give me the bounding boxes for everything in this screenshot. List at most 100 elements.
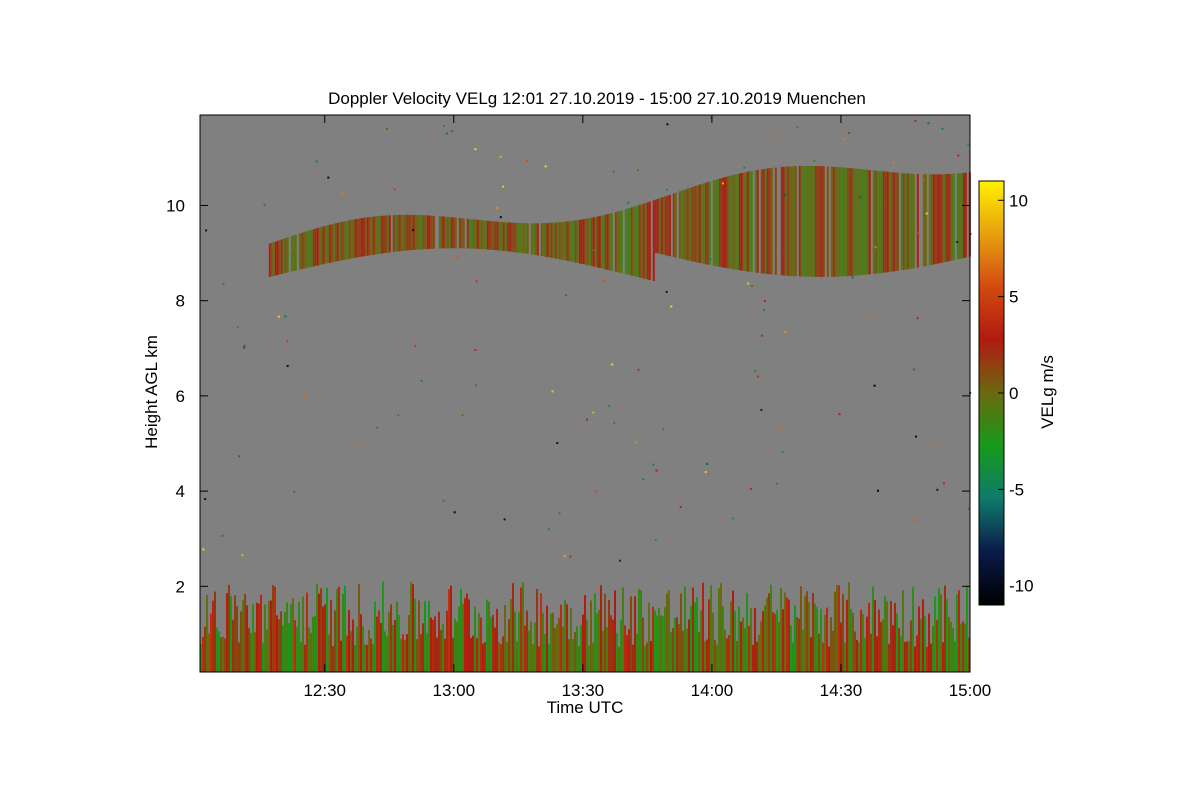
boundary-layer-column	[778, 622, 780, 672]
noise-speckle	[679, 506, 682, 508]
boundary-layer-column	[968, 637, 970, 672]
cloud-column	[542, 223, 545, 257]
cloud-column	[924, 174, 927, 267]
noise-speckle	[913, 368, 916, 371]
noise-speckle	[892, 161, 895, 164]
y-tick-label: 8	[176, 292, 185, 311]
noise-speckle	[611, 363, 614, 366]
cloud-column	[964, 172, 967, 258]
cloud-column	[286, 237, 289, 273]
boundary-layer-column	[334, 610, 336, 672]
boundary-layer-column	[252, 603, 254, 672]
boundary-layer-column	[914, 646, 916, 672]
boundary-layer-column	[818, 633, 820, 672]
cloud-column	[814, 166, 817, 277]
cloud-column	[564, 221, 567, 261]
noise-speckle	[563, 555, 566, 558]
noise-speckle	[397, 414, 400, 417]
boundary-layer-column	[624, 625, 626, 672]
boundary-layer-column	[732, 590, 734, 672]
boundary-layer-column	[344, 585, 346, 672]
cloud-column	[816, 166, 819, 277]
cloud-column	[830, 166, 833, 277]
cloud-column	[460, 218, 463, 249]
noise-speckle	[709, 258, 712, 261]
boundary-layer-column	[826, 607, 828, 672]
cloud-column	[832, 166, 835, 277]
boundary-layer-column	[540, 593, 542, 672]
boundary-layer-column	[894, 603, 896, 672]
boundary-layer-column	[560, 604, 562, 672]
boundary-layer-column	[574, 632, 576, 672]
boundary-layer-column	[842, 594, 844, 672]
boundary-layer-column	[354, 645, 356, 672]
boundary-layer-column	[548, 644, 550, 672]
boundary-layer-column	[262, 643, 264, 672]
noise-speckle	[526, 159, 528, 162]
cloud-column	[896, 172, 899, 271]
cloud-column	[278, 240, 281, 275]
boundary-layer-column	[740, 621, 742, 672]
boundary-layer-column	[266, 629, 268, 672]
cloud-column	[960, 173, 963, 259]
cloud-column	[370, 216, 373, 255]
noise-speckle	[796, 126, 799, 129]
boundary-layer-column	[918, 606, 920, 672]
noise-speckle	[627, 201, 630, 204]
noise-speckle	[848, 131, 850, 134]
cloud-column	[724, 176, 727, 268]
cloud-column	[362, 217, 365, 257]
noise-speckle	[913, 519, 916, 522]
boundary-layer-column	[214, 591, 216, 672]
boundary-layer-column	[742, 617, 744, 672]
boundary-layer-column	[684, 586, 686, 672]
cloud-column	[818, 166, 821, 277]
cloud-column	[558, 222, 561, 260]
cloud-column	[762, 169, 765, 274]
boundary-layer-column	[936, 619, 938, 672]
boundary-layer-column	[600, 585, 602, 672]
cloud-column	[512, 222, 515, 253]
colorbar-tick-label: -10	[1009, 577, 1034, 596]
boundary-layer-column	[318, 593, 320, 672]
boundary-layer-column	[404, 640, 406, 672]
cloud-column	[548, 222, 551, 258]
cloud-column	[336, 222, 339, 262]
boundary-layer-column	[378, 610, 380, 672]
cloud-column	[372, 216, 375, 255]
cloud-column	[484, 220, 487, 250]
boundary-layer-column	[810, 637, 812, 672]
cloud-column	[882, 171, 885, 273]
cloud-column	[666, 195, 669, 256]
cloud-column	[948, 174, 951, 262]
boundary-layer-column	[860, 609, 862, 672]
cloud-column	[478, 220, 481, 249]
cloud-column	[502, 222, 505, 251]
noise-speckle	[925, 212, 928, 215]
cloud-column	[426, 215, 429, 249]
boundary-layer-column	[912, 587, 914, 672]
boundary-layer-column	[876, 636, 878, 672]
boundary-layer-column	[764, 605, 766, 672]
boundary-layer-column	[542, 612, 544, 672]
boundary-layer-column	[794, 605, 796, 672]
boundary-layer-column	[450, 585, 452, 672]
boundary-layer-column	[468, 599, 470, 672]
boundary-layer-column	[666, 593, 668, 672]
cloud-column	[420, 215, 423, 250]
boundary-layer-column	[416, 639, 418, 672]
cloud-column	[600, 215, 603, 269]
cloud-column	[962, 172, 965, 258]
boundary-layer-column	[366, 644, 368, 672]
noise-speckle	[284, 315, 287, 318]
boundary-layer-column	[664, 607, 666, 672]
boundary-layer-column	[348, 610, 350, 672]
cloud-column	[438, 216, 441, 249]
boundary-layer-column	[420, 634, 422, 672]
cloud-column	[482, 220, 485, 250]
noise-speckle	[956, 241, 959, 243]
boundary-layer-column	[760, 621, 762, 672]
boundary-layer-column	[942, 642, 944, 672]
boundary-layer-column	[570, 607, 572, 672]
boundary-layer-column	[622, 587, 624, 672]
